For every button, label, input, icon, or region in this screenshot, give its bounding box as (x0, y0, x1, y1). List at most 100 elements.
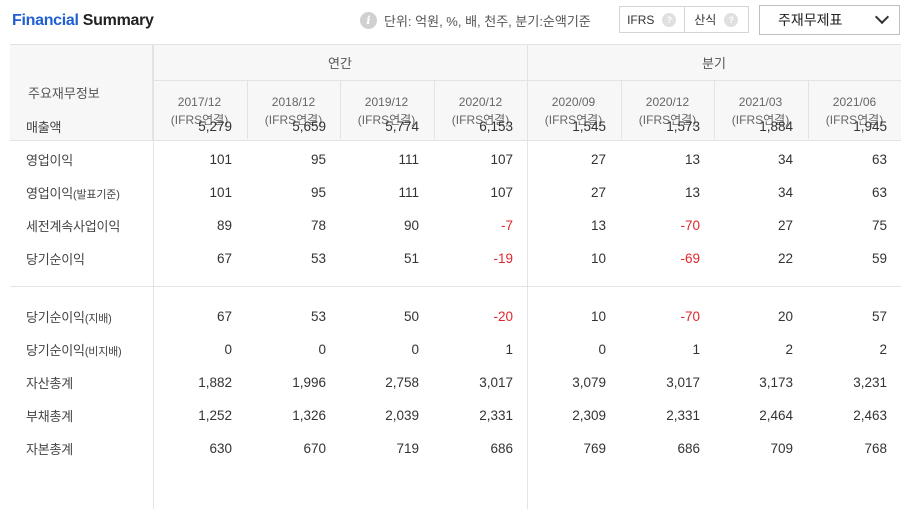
table-cell: 2 (879, 342, 887, 357)
formula-label: 산식 (694, 13, 717, 27)
column-period: 2021/03 (738, 94, 783, 109)
formula-help-icon[interactable]: ? (724, 12, 739, 27)
table-row: 영업이익 101 95 111 107 27 13 34 63 (10, 143, 901, 176)
table-cell: 709 (770, 441, 793, 456)
table-cell: 2 (785, 342, 793, 357)
table-header: 주요재무정보 연간 분기 2017/12 (IFRS연결) 2018/12 (IFRS… (10, 44, 901, 141)
column-basis: (IFRS연결) (731, 112, 790, 127)
table-cell: 22 (777, 251, 793, 266)
table-cell: 95 (310, 185, 326, 200)
column-basis: (IFRS연결) (825, 112, 884, 127)
column-period: 2018/12 (271, 94, 316, 109)
table-cell: -19 (493, 251, 513, 266)
row-label: 당기순이익(비지배) (26, 340, 122, 359)
column-period: 2019/12 (364, 94, 409, 109)
table-cell: 0 (411, 342, 419, 357)
grid-line (153, 44, 154, 509)
ifrs-label: IFRS (627, 12, 655, 27)
table-row: 자본총계 630 670 719 686 769 686 709 768 (10, 432, 901, 465)
column-period: 2017/12 (177, 94, 222, 109)
row-label: 매출액 (26, 117, 61, 136)
row-label: 영업이익 (26, 150, 73, 169)
grid-line (527, 44, 528, 509)
table-cell: 53 (310, 251, 326, 266)
column-period: 2020/12 (458, 94, 503, 109)
table-cell: 34 (777, 152, 793, 167)
row-label-text: 매출액 (26, 120, 62, 135)
info-icon[interactable]: i (360, 11, 377, 29)
group-quarter: 분기 (527, 45, 901, 81)
table-cell: 3,231 (853, 375, 887, 390)
table-cell: 89 (216, 218, 232, 233)
column-header: 2018/12 (IFRS연결) (247, 81, 340, 140)
table-cell: 67 (216, 251, 232, 266)
group-annual: 연간 (153, 45, 527, 81)
table-cell: 13 (590, 218, 606, 233)
table-cell: 10 (590, 309, 606, 324)
table-cell: 95 (310, 152, 326, 167)
column-period: 2020/09 (551, 94, 596, 109)
table-cell: 630 (209, 441, 232, 456)
table-cell: 3,017 (666, 375, 700, 390)
column-basis: (IFRS연결) (544, 112, 603, 127)
row-label-text: 당기순이익 (26, 252, 85, 267)
grid-line (340, 80, 341, 139)
table-cell: 57 (871, 309, 887, 324)
table-cell: 1,252 (198, 408, 232, 423)
table-cell: 670 (303, 441, 326, 456)
table-cell: -70 (680, 309, 700, 324)
table-cell: 63 (871, 152, 887, 167)
table-row: 매출액 5,279 5,659 5,774 6,153 1,545 1,573 1,884 1,… (10, 110, 901, 143)
table-row: 당기순이익(비지배) 0 0 0 1 0 1 2 2 (10, 333, 901, 366)
table-cell: -70 (680, 218, 700, 233)
unit-info: i 단위: 억원, %, 배, 천주, 분기:순액기준 (360, 10, 591, 30)
table-cell: 686 (490, 441, 513, 456)
table-cell: 101 (209, 152, 232, 167)
statement-select-value: 주재무제표 (778, 12, 843, 28)
column-header: 2017/12 (IFRS연결) (153, 81, 246, 140)
table-cell: 2,331 (479, 408, 513, 423)
table-row: 세전계속사업이익 89 78 90 -7 13 -70 27 75 (10, 209, 901, 242)
table-cell: 1,573 (666, 119, 700, 134)
table-cell: 59 (871, 251, 887, 266)
column-period: 2020/12 (645, 94, 690, 109)
ifrs-option[interactable]: IFRS ? (620, 7, 684, 32)
table-cell: 1,996 (292, 375, 326, 390)
row-label: 자산총계 (26, 373, 73, 392)
title-summary: Summary (78, 12, 154, 29)
table-cell: 1,326 (292, 408, 326, 423)
table-cell: 719 (396, 441, 419, 456)
table-cell: 27 (590, 152, 606, 167)
row-label-sub: (지배) (84, 313, 112, 325)
table-row: 자산총계 1,882 1,996 2,758 3,017 3,079 3,017 3,173 3… (10, 366, 901, 399)
table-cell: 107 (490, 185, 513, 200)
column-header: 2020/12 (IFRS연결) (434, 81, 527, 140)
statement-select[interactable]: 주재무제표 (759, 5, 900, 35)
row-label-sub: (발표기준) (73, 189, 120, 201)
row-label-text: 자산총계 (26, 376, 74, 391)
table-cell: 0 (224, 342, 232, 357)
row-label-text: 부채총계 (26, 409, 74, 424)
formula-option[interactable]: 산식 ? (683, 7, 749, 32)
table-cell: 2,758 (385, 375, 419, 390)
ifrs-help-icon[interactable]: ? (662, 12, 677, 27)
row-header-label: 주요재무정보 (10, 45, 153, 140)
table-cell: 63 (871, 185, 887, 200)
table-cell: -7 (500, 218, 513, 233)
table-cell: 75 (871, 218, 887, 233)
table-cell: 2,309 (572, 408, 606, 423)
column-header: 2020/09 (IFRS연결) (527, 81, 620, 140)
table-cell: 3,017 (479, 375, 513, 390)
column-header: 2021/03 (IFRS연결) (714, 81, 807, 140)
table-cell: 2,039 (385, 408, 419, 423)
column-basis: (IFRS연결) (638, 112, 697, 127)
table-row: 영업이익(발표기준) 101 95 111 107 27 13 34 63 (10, 176, 901, 209)
table-row: 당기순이익 67 53 51 -19 10 -69 22 59 (10, 242, 901, 275)
table-cell: 0 (598, 342, 606, 357)
column-basis: (IFRS연결) (170, 112, 229, 127)
table-cell: 2,331 (666, 408, 700, 423)
grid-line (714, 80, 715, 139)
table-cell: 1,545 (572, 119, 606, 134)
table-cell: 20 (777, 309, 793, 324)
unit-text: 단위: 억원, %, 배, 천주, 분기:순액기준 (384, 13, 591, 29)
